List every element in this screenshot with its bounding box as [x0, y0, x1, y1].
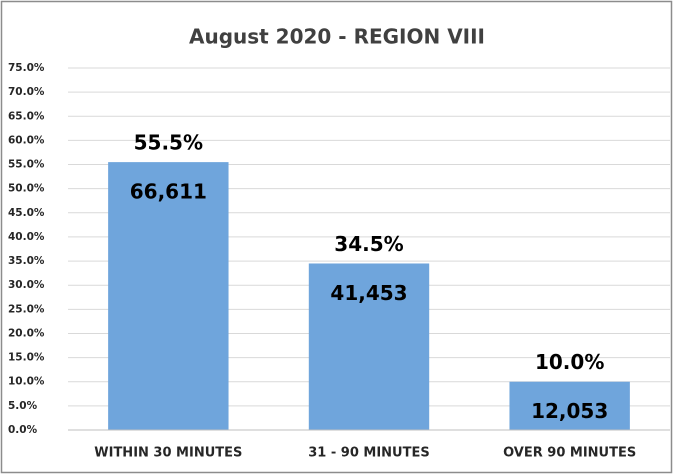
y-tick-label: 15.0% [8, 352, 45, 364]
y-tick-label: 20.0% [8, 327, 45, 339]
count-label: 41,453 [330, 281, 407, 305]
y-tick-label: 55.0% [8, 159, 45, 171]
value-label: 10.0% [535, 350, 604, 374]
y-tick-label: 50.0% [8, 183, 45, 195]
x-tick-label: OVER 90 MINUTES [503, 446, 636, 461]
y-tick-label: 60.0% [8, 134, 45, 146]
bar [308, 263, 430, 430]
value-label: 55.5% [134, 131, 203, 155]
chart-title: August 2020 - REGION VIII [189, 25, 485, 49]
count-label: 12,053 [531, 399, 608, 423]
bar [509, 381, 630, 430]
x-tick-label: WITHIN 30 MINUTES [94, 446, 242, 461]
bar [108, 162, 229, 430]
y-tick-label: 70.0% [8, 86, 45, 98]
y-tick-label: 0.0% [8, 424, 38, 436]
y-tick-label: 5.0% [8, 400, 38, 412]
y-tick-label: 75.0% [8, 62, 45, 74]
x-tick-label: 31 - 90 MINUTES [308, 446, 429, 461]
count-label: 66,611 [130, 180, 207, 204]
y-tick-label: 35.0% [8, 255, 45, 267]
y-tick-label: 65.0% [8, 110, 45, 122]
y-tick-label: 10.0% [8, 376, 45, 388]
y-tick-label: 30.0% [8, 279, 45, 291]
y-tick-label: 40.0% [8, 231, 45, 243]
y-tick-label: 25.0% [8, 303, 45, 315]
y-tick-label: 45.0% [8, 207, 45, 219]
value-label: 34.5% [334, 232, 403, 256]
